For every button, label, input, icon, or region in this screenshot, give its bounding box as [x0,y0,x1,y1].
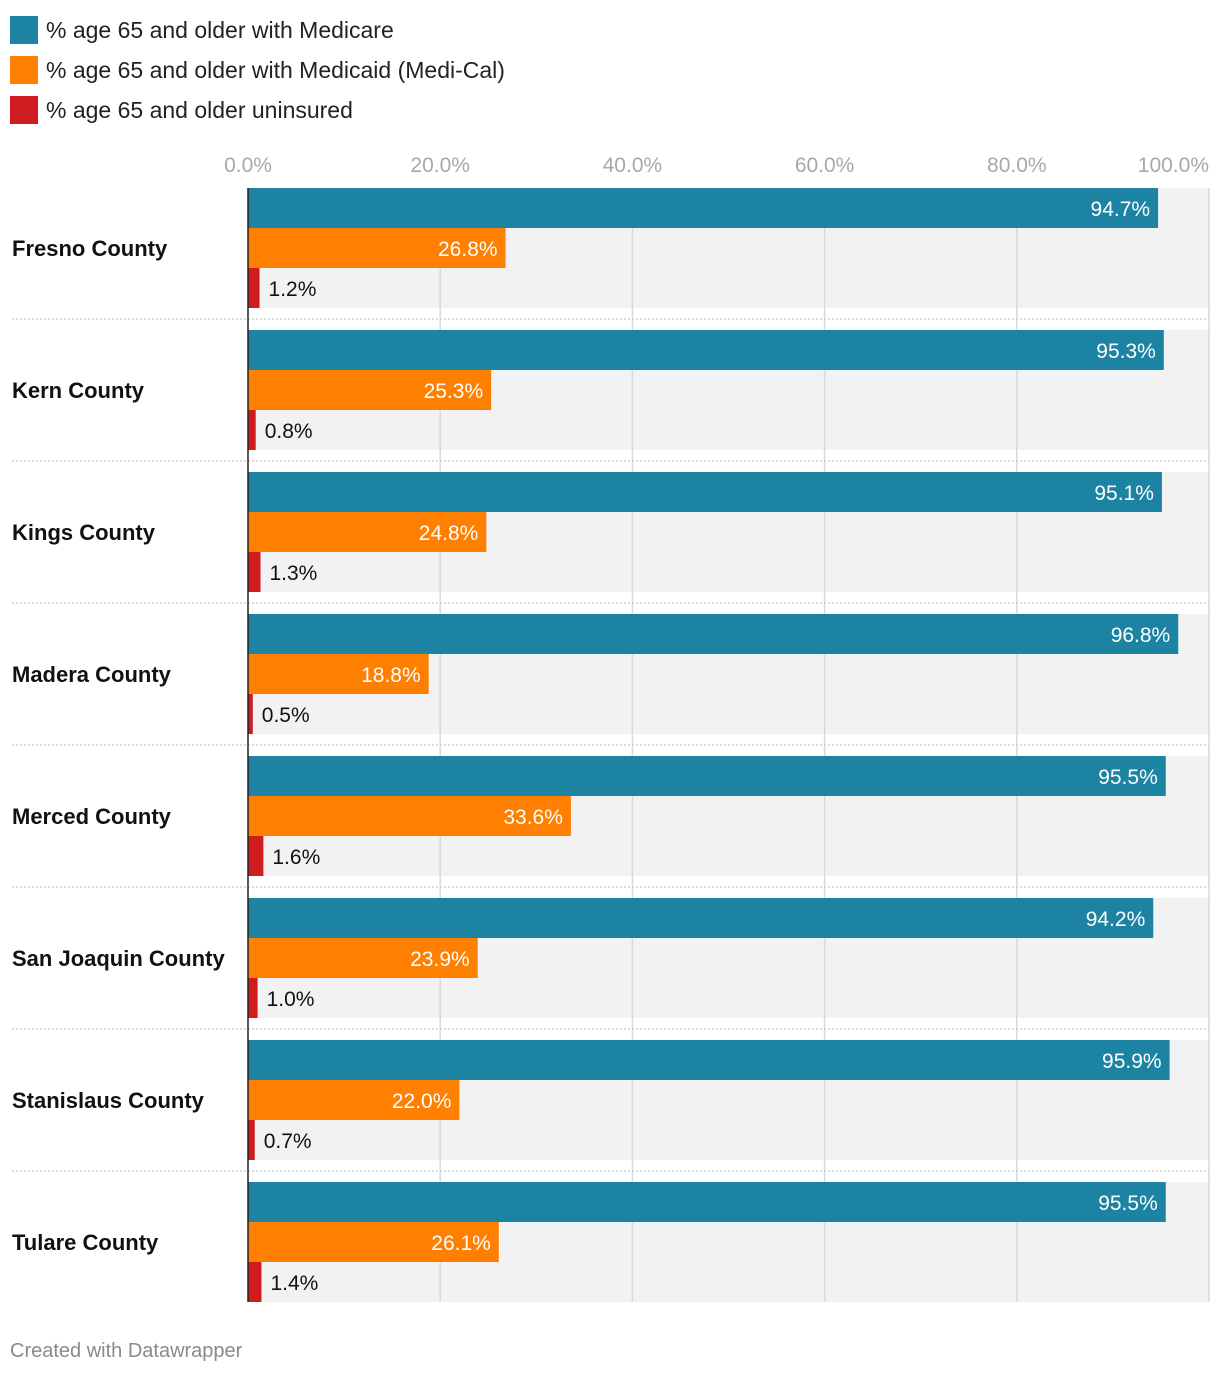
data-label-medicare: 95.5% [1098,1192,1158,1215]
data-label-medicare: 95.5% [1098,766,1158,789]
category-label: Kern County [12,378,145,403]
data-label-uninsured: 0.7% [264,1130,312,1153]
bar-uninsured [248,268,260,308]
bar-medicaid [248,938,478,978]
legend-swatch-medicare [10,16,38,44]
data-label-medicaid: 25.3% [424,380,484,403]
legend-swatch-uninsured [10,96,38,124]
bar-medicare [248,1040,1170,1080]
legend-item-medicaid: % age 65 and older with Medicaid (Medi-C… [10,50,505,90]
bar-medicare [248,898,1154,938]
bar-medicaid [248,512,487,552]
data-label-uninsured: 1.3% [269,562,317,585]
bar-medicaid [248,1222,499,1262]
legend: % age 65 and older with Medicare % age 6… [10,10,505,130]
bar-medicare [248,188,1159,228]
data-label-medicaid: 26.1% [431,1232,491,1255]
data-label-medicaid: 33.6% [503,806,563,829]
x-tick-label: 0.0% [224,154,272,177]
data-label-medicare: 95.9% [1102,1050,1162,1073]
data-label-uninsured: 1.6% [272,846,320,869]
bar-medicare [248,472,1162,512]
bar-chart: 0.0% 20.0% 40.0% 60.0% 80.0% 100.0% Fresno Cou… [12,154,1210,1302]
data-label-medicare: 94.7% [1091,198,1151,221]
legend-label-medicaid: % age 65 and older with Medicaid (Medi-C… [46,56,505,83]
bar-medicaid [248,654,429,694]
footer-credit: Created with Datawrapper [10,1340,243,1362]
x-tick-label: 60.0% [795,154,855,177]
category-label: Stanislaus County [12,1088,205,1113]
bar-medicare [248,330,1164,370]
legend-item-uninsured: % age 65 and older uninsured [10,90,505,130]
x-tick-label: 40.0% [603,154,663,177]
data-label-medicaid: 22.0% [392,1090,452,1113]
category-label: Merced County [12,804,172,829]
bar-uninsured [248,552,261,592]
data-label-medicare: 95.1% [1094,482,1154,505]
data-label-uninsured: 1.4% [270,1272,318,1295]
data-label-medicaid: 24.8% [419,522,479,545]
x-tick-label: 20.0% [410,154,470,177]
bar-uninsured [248,836,264,876]
data-label-uninsured: 1.0% [267,988,315,1011]
data-label-medicare: 96.8% [1111,624,1171,647]
legend-label-medicare: % age 65 and older with Medicare [46,16,394,43]
category-label: Tulare County [12,1230,159,1255]
category-label: Madera County [12,662,172,687]
bar-uninsured [248,978,258,1018]
data-label-medicaid: 26.8% [438,238,498,261]
data-label-medicaid: 23.9% [410,948,470,971]
bar-uninsured [248,694,253,734]
data-label-medicare: 95.3% [1096,340,1156,363]
bar-medicaid [248,228,506,268]
legend-item-medicare: % age 65 and older with Medicare [10,10,505,50]
bar-medicaid [248,370,492,410]
category-label: San Joaquin County [12,946,225,971]
legend-label-uninsured: % age 65 and older uninsured [46,96,353,123]
legend-swatch-medicaid [10,56,38,84]
bar-medicare [248,756,1166,796]
bar-medicare [248,1182,1166,1222]
data-label-medicare: 94.2% [1086,908,1146,931]
bar-uninsured [248,1120,255,1160]
data-label-uninsured: 1.2% [269,278,317,301]
bar-uninsured [248,1262,262,1302]
bar-medicare [248,614,1179,654]
category-label: Fresno County [12,236,168,261]
bar-uninsured [248,410,256,450]
data-label-uninsured: 0.8% [265,420,313,443]
x-tick-label: 100.0% [1138,154,1209,177]
bar-medicaid [248,1080,460,1120]
bar-medicaid [248,796,571,836]
data-label-uninsured: 0.5% [262,704,310,727]
data-label-medicaid: 18.8% [361,664,421,687]
x-tick-label: 80.0% [987,154,1047,177]
category-label: Kings County [12,520,156,545]
